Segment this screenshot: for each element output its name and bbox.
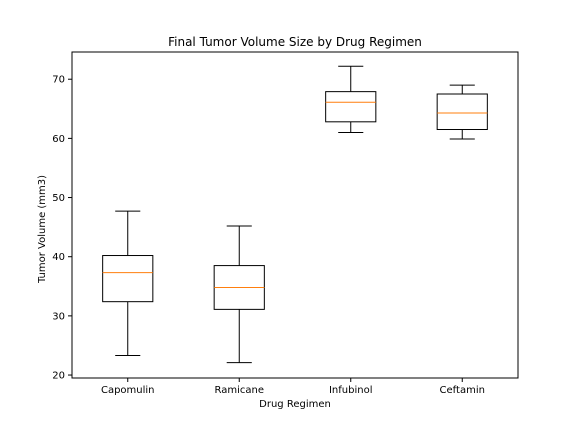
y-tick-label: 20 [52,371,65,382]
y-tick-label: 50 [52,193,65,204]
plot-area: 20 30 40 50 60 70 Capomulin Ramicane Infubinol Ce… [52,51,519,396]
x-tick-label: Ceftamin [440,385,485,396]
x-axis-label: Drug Regimen [259,399,331,410]
box-ceftamin [436,93,488,131]
y-axis-label: Tumor Volume (mm3) [37,175,48,284]
box-infubinol [325,91,377,123]
x-tick-label: Ramicane [215,385,265,396]
plot-frame [71,51,519,379]
x-tick-label: Infubinol [329,385,373,396]
x-tick-label: Capomulin [101,385,155,396]
y-tick-label: 30 [52,311,65,322]
box-capomulin [102,255,154,303]
y-tick-label: 60 [52,134,65,145]
chart-title: Final Tumor Volume Size by Drug Regimen [168,35,422,49]
y-tick-label: 70 [52,75,65,86]
y-tick-label: 40 [52,252,65,263]
